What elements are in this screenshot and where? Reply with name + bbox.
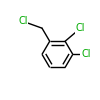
Text: Cl: Cl	[18, 16, 28, 26]
Text: Cl: Cl	[81, 49, 91, 59]
Text: Cl: Cl	[76, 23, 85, 33]
